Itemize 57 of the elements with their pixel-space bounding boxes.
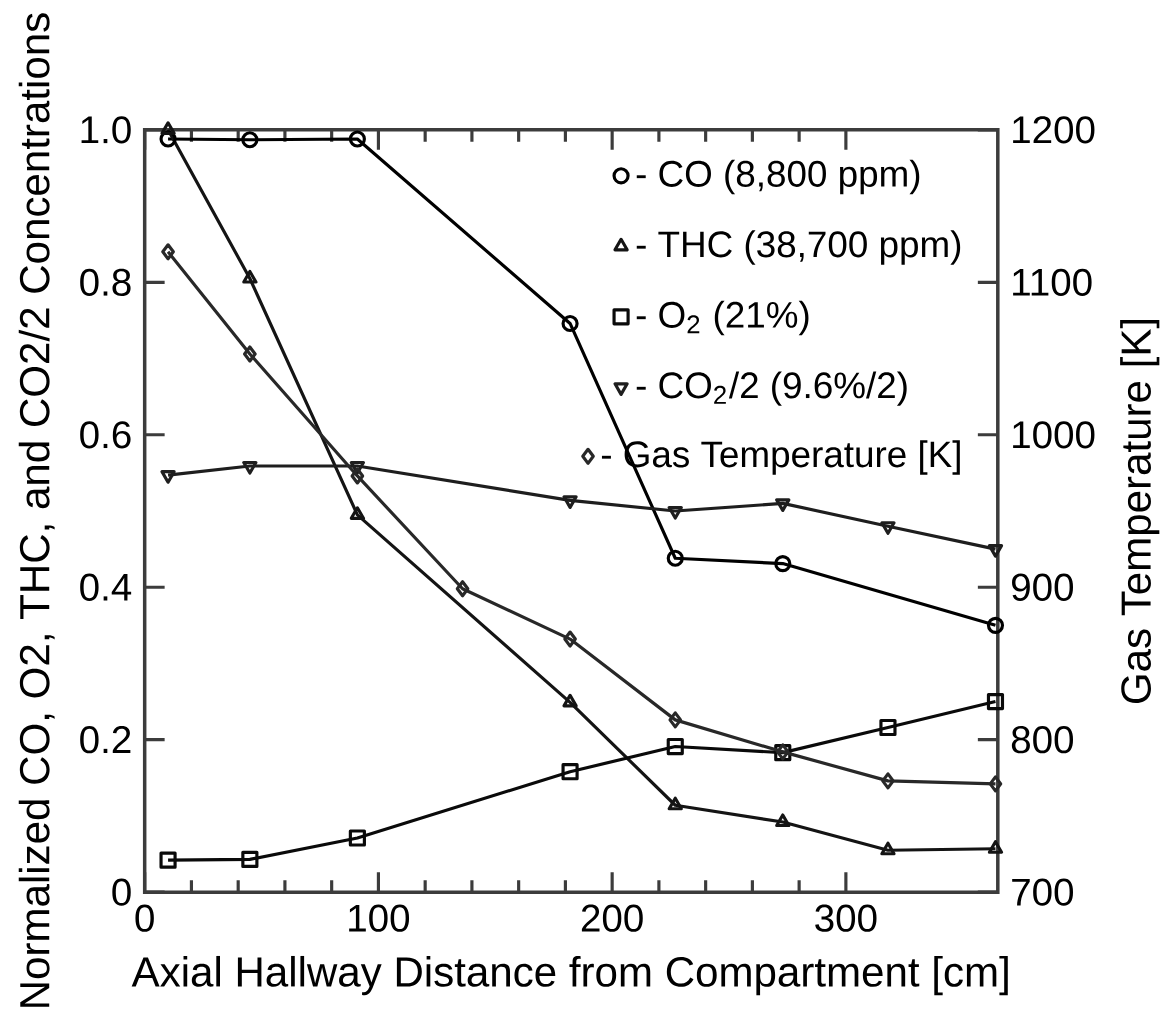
y2-tick-label: 1100 bbox=[1013, 268, 1092, 297]
point bbox=[881, 772, 895, 790]
point bbox=[159, 851, 177, 869]
x-tick-label: 300 bbox=[815, 904, 877, 932]
point bbox=[161, 243, 175, 261]
x-axis-title: Axial Hallway Distance from Compartment [cm] bbox=[131, 956, 1008, 996]
point bbox=[561, 763, 579, 781]
point bbox=[667, 505, 683, 520]
point bbox=[160, 470, 176, 484]
point bbox=[349, 461, 366, 475]
y2-axis-title: Gas Temperature [K] bbox=[1120, 319, 1160, 704]
point bbox=[561, 314, 579, 333]
point bbox=[774, 555, 792, 573]
y2-tick-label: 700 bbox=[1012, 878, 1074, 906]
legend-label: - THC (38,700 ppm) bbox=[636, 230, 961, 265]
point bbox=[880, 521, 896, 535]
point bbox=[350, 467, 365, 485]
point bbox=[987, 840, 1004, 854]
y-tick-label: 0.2 bbox=[80, 726, 131, 754]
point bbox=[348, 130, 366, 148]
y-tick-label: 0 bbox=[112, 878, 131, 906]
point bbox=[241, 131, 259, 149]
y2-tick-label: 1000 bbox=[1013, 421, 1095, 449]
point bbox=[455, 580, 470, 598]
point bbox=[880, 841, 896, 856]
y2-tick-label: 1200 bbox=[1013, 116, 1095, 144]
point bbox=[348, 829, 366, 847]
x-tick-label: 200 bbox=[581, 904, 643, 932]
point bbox=[243, 345, 257, 363]
point bbox=[666, 738, 684, 756]
point bbox=[988, 775, 1003, 793]
point bbox=[668, 711, 683, 729]
point bbox=[563, 630, 577, 648]
y-tick-label: 1.0 bbox=[81, 116, 131, 144]
point bbox=[667, 796, 683, 811]
y-tick-label: 0.4 bbox=[80, 573, 132, 601]
legend-label: - O$_{2}$ (21%) bbox=[636, 300, 809, 336]
x-tick-label: 0 bbox=[135, 904, 154, 932]
point bbox=[666, 549, 684, 567]
y-axis-title: Normalized CO, O2, THC, and CO2/2 Concentrations bbox=[18, 13, 55, 1007]
legend-label: - CO$_{2}$/2 (9.6%/2) bbox=[636, 371, 907, 406]
point bbox=[987, 544, 1004, 558]
point bbox=[775, 498, 791, 513]
x-tick-label: 100 bbox=[349, 904, 410, 932]
point bbox=[242, 461, 258, 475]
point bbox=[879, 718, 897, 737]
y-tick-label: 0.6 bbox=[80, 421, 131, 449]
point bbox=[986, 693, 1005, 711]
y2-tick-label: 800 bbox=[1011, 726, 1074, 754]
point bbox=[562, 495, 578, 509]
point bbox=[241, 850, 259, 869]
legend-label: - CO (8,800 ppm) bbox=[636, 159, 920, 195]
point bbox=[562, 693, 578, 708]
point bbox=[775, 813, 791, 828]
y-tick-label: 0.8 bbox=[80, 268, 131, 297]
point bbox=[986, 616, 1005, 634]
y2-tick-label: 900 bbox=[1012, 573, 1074, 601]
